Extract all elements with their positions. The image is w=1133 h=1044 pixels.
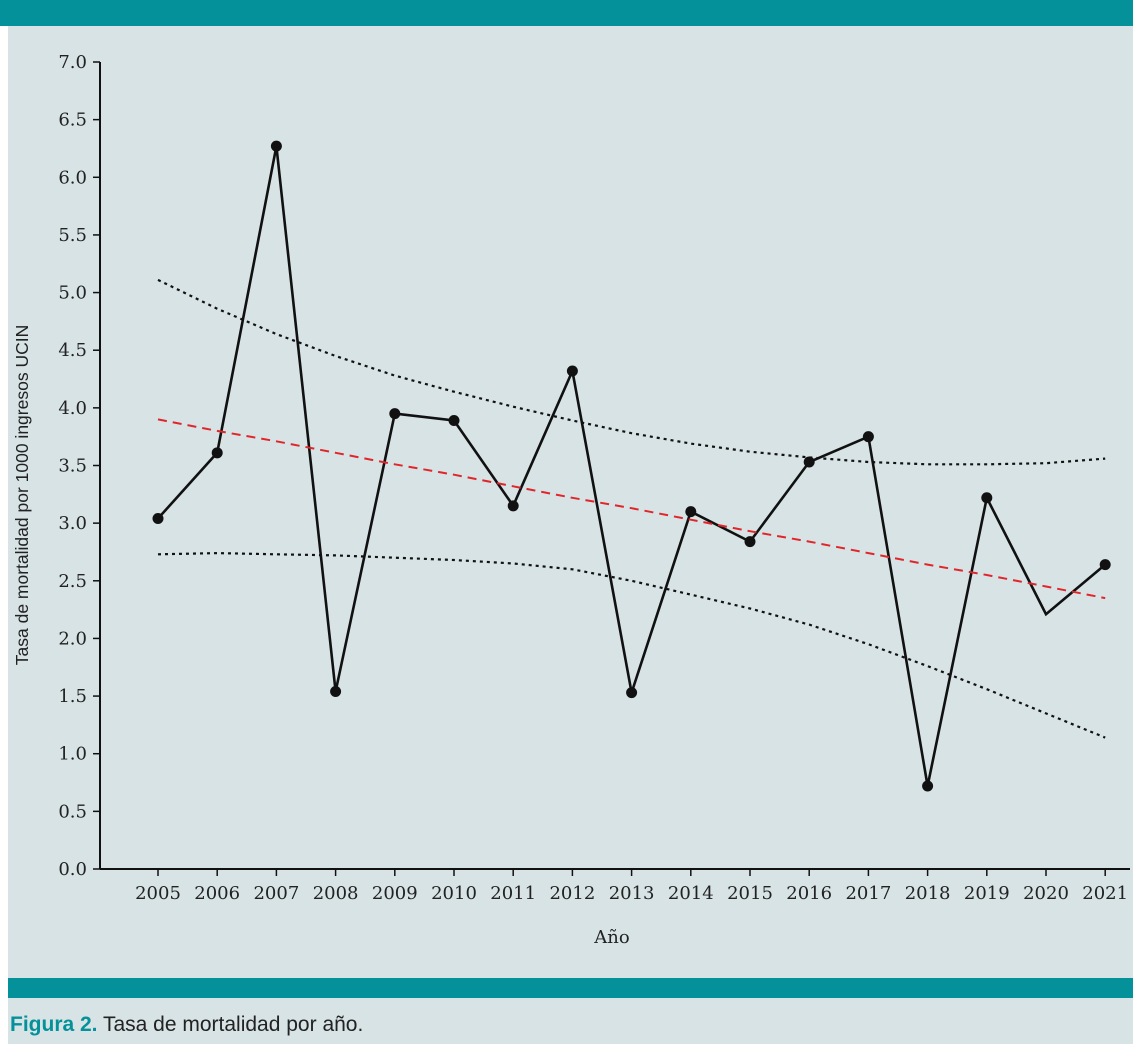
y-tick-label: 7.0 [58, 52, 87, 73]
data-point [803, 456, 815, 468]
x-tick-label: 2018 [905, 883, 951, 904]
data-point [211, 447, 223, 459]
x-tick-label: 2019 [964, 883, 1010, 904]
x-tick-label: 2012 [549, 883, 595, 904]
y-tick-label: 5.5 [58, 225, 87, 246]
caption-text: Tasa de mortalidad por año. [97, 1013, 364, 1036]
top-color-bar [0, 0, 1133, 26]
y-tick-label: 4.5 [58, 340, 87, 361]
x-axis-title: Año [593, 927, 629, 948]
y-tick-label: 0.0 [58, 859, 87, 880]
data-point [862, 431, 874, 443]
x-tick-label: 2010 [431, 883, 477, 904]
x-tick-label: 2021 [1082, 883, 1128, 904]
confidence-band-line [157, 551, 1106, 739]
x-axis-ticks: 2005 2006 2007 2008 2009 2010 2011 2012 2013 2014… [135, 869, 1128, 904]
caption-label: Figura 2. [10, 1013, 98, 1036]
data-point [566, 365, 578, 377]
x-tick-label: 2020 [1023, 883, 1069, 904]
bottom-color-bar [8, 978, 1133, 998]
mortality-line-chart: 0.0 0.5 1.0 1.5 2.0 2.5 3.0 3.5 4.0 4.5 5.0 5.5 6.0 6… [12, 52, 1130, 948]
y-axis-title: Tasa de mortalidad por 1000 ingresos UCI… [12, 325, 32, 665]
x-tick-label: 2016 [786, 883, 832, 904]
x-tick-label: 2008 [313, 883, 359, 904]
x-tick-label: 2011 [490, 883, 536, 904]
data-point [270, 140, 282, 152]
x-tick-label: 2009 [372, 883, 418, 904]
y-tick-label: 6.5 [58, 110, 87, 131]
confidence-band-line [157, 278, 1106, 466]
data-point [744, 536, 756, 548]
data-point [626, 687, 638, 699]
chart-markers [152, 140, 1111, 792]
y-tick-label: 4.0 [58, 398, 87, 419]
caption-band [8, 998, 1133, 1044]
x-tick-label: 2013 [609, 883, 655, 904]
trend-line [157, 418, 1106, 600]
data-point [1099, 559, 1111, 571]
y-tick-label: 5.0 [58, 283, 87, 304]
x-tick-label: 2006 [194, 883, 240, 904]
x-tick-label: 2015 [727, 883, 773, 904]
y-axis-ticks: 0.0 0.5 1.0 1.5 2.0 2.5 3.0 3.5 4.0 4.5 5.0 5.5 6.0 6… [58, 52, 100, 880]
x-tick-label: 2014 [668, 883, 714, 904]
data-point [152, 513, 164, 525]
data-point [389, 408, 401, 420]
figure-caption: Figura 2. Tasa de mortalidad por año. [10, 1013, 363, 1037]
y-tick-label: 2.5 [58, 571, 87, 592]
data-point [448, 415, 460, 427]
x-tick-label: 2007 [253, 883, 299, 904]
chart-axes [99, 62, 1130, 870]
data-point [981, 492, 993, 504]
y-tick-label: 3.5 [58, 456, 87, 477]
x-tick-label: 2005 [135, 883, 181, 904]
data-point [685, 506, 697, 518]
y-tick-label: 1.5 [58, 686, 87, 707]
chart-panel [8, 26, 1133, 978]
y-tick-label: 1.0 [58, 744, 87, 765]
data-point [330, 685, 342, 697]
y-tick-label: 6.0 [58, 167, 87, 188]
data-point [507, 500, 519, 512]
y-tick-label: 0.5 [58, 801, 87, 822]
x-tick-label: 2017 [845, 883, 891, 904]
y-tick-label: 3.0 [58, 513, 87, 534]
y-tick-label: 2.0 [58, 628, 87, 649]
data-point [922, 780, 934, 792]
